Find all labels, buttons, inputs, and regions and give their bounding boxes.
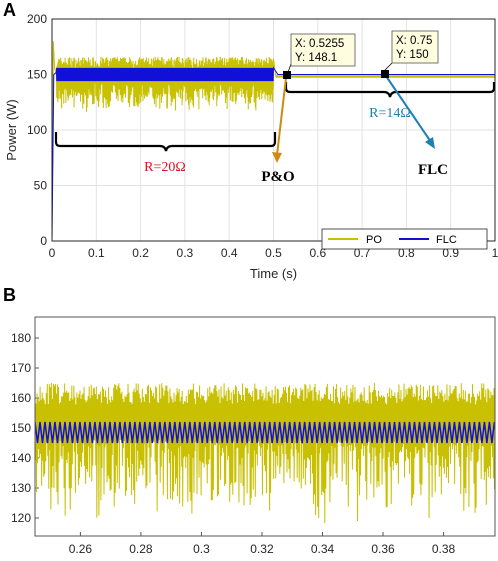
y-tick-label: 0	[40, 234, 47, 248]
x-tick-label: 1	[492, 246, 498, 260]
datatip-1-marker	[283, 71, 291, 79]
b-x-tick-label: 0.28	[129, 542, 153, 556]
panel-b-series	[35, 382, 495, 524]
legend-flc-label: FLC	[436, 234, 457, 246]
b-y-tick-label: 120	[11, 511, 31, 525]
b-y-tick-label: 180	[11, 331, 31, 345]
panel-a-plot-frame	[51, 18, 496, 242]
flc-annotation-label: FLC	[418, 162, 448, 178]
datatip-2-y: Y: 150	[396, 49, 429, 61]
po-annotation-label: P&O	[261, 169, 294, 185]
panel-b-tick-labels: 0.26 0.28 0.3 0.32 0.34 0.36 0.38 120 130 140 150 1…	[11, 331, 456, 556]
b-flc-series-line	[35, 421, 495, 444]
panel-a-series	[51, 41, 496, 242]
legend: PO FLC	[321, 228, 488, 250]
b-y-tick-label: 130	[11, 481, 31, 495]
y-tick-label: 150	[27, 68, 47, 82]
flc-arrow	[385, 75, 435, 149]
x-tick-label: 0.9	[442, 246, 459, 260]
panel-a-letter: A	[3, 0, 16, 20]
panel-a-y-axis-label: Power (W)	[4, 99, 19, 160]
panel-a-x-axis-label: Time (s)	[250, 266, 297, 281]
x-tick-label: 0.3	[177, 246, 194, 260]
b-po-series-line	[35, 382, 495, 524]
b-x-tick-label: 0.38	[432, 542, 456, 556]
x-tick-label: 0.8	[398, 246, 415, 260]
y-tick-label: 100	[27, 123, 47, 137]
datatip-2-marker	[381, 70, 389, 78]
x-tick-label: 0	[49, 246, 56, 260]
x-tick-label: 0.2	[132, 246, 149, 260]
b-x-tick-label: 0.32	[250, 542, 274, 556]
x-tick-label: 0.4	[221, 246, 238, 260]
panel-a-tick-labels: 0 0.1 0.2 0.3 0.4 0.5 0.6 0.7 0.8 0.9 1 0 50 100 150 20…	[27, 12, 498, 260]
y-tick-label: 50	[34, 179, 48, 193]
x-tick-label: 0.7	[354, 246, 371, 260]
panel-b-letter: B	[3, 285, 16, 305]
r14-brace	[284, 82, 496, 98]
r20-label: R=20Ω	[144, 160, 186, 175]
po-arrow	[272, 77, 287, 163]
r20-brace	[54, 132, 277, 152]
x-tick-label: 0.5	[265, 246, 282, 260]
b-x-tick-label: 0.36	[371, 542, 395, 556]
datatip-2: X: 0.75 Y: 150	[381, 30, 439, 78]
panel-b-plot-frame	[34, 316, 496, 537]
datatip-2-x: X: 0.75	[396, 35, 432, 47]
b-x-tick-label: 0.26	[69, 542, 93, 556]
b-x-tick-label: 0.34	[311, 542, 335, 556]
flc-series-line	[51, 66, 495, 242]
b-y-tick-label: 140	[11, 451, 31, 465]
y-tick-label: 200	[27, 12, 47, 26]
b-y-tick-label: 160	[11, 391, 31, 405]
datatip-1-y: Y: 148.1	[295, 52, 337, 64]
datatip-1: X: 0.5255 Y: 148.1	[283, 33, 356, 79]
r14-label: R=14Ω	[369, 106, 411, 121]
x-tick-label: 0.1	[88, 246, 105, 260]
x-tick-label: 0.6	[309, 246, 326, 260]
legend-po-label: PO	[366, 234, 382, 246]
b-x-tick-label: 0.3	[193, 542, 210, 556]
datatip-1-x: X: 0.5255	[295, 38, 344, 50]
b-y-tick-label: 150	[11, 421, 31, 435]
b-y-tick-label: 170	[11, 361, 31, 375]
